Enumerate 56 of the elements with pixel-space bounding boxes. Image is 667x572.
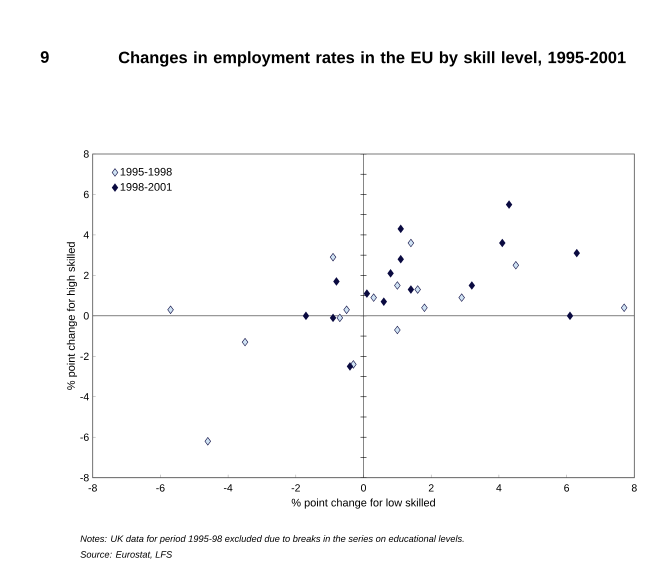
point xyxy=(302,312,310,320)
point xyxy=(394,326,401,334)
point xyxy=(343,306,350,314)
point xyxy=(468,281,475,290)
point xyxy=(408,238,414,248)
point xyxy=(398,224,404,233)
x-tick-label: 2 xyxy=(428,484,434,492)
point xyxy=(346,362,354,371)
point xyxy=(333,277,340,286)
legend-label: 1995-1998 xyxy=(120,168,172,176)
point xyxy=(506,200,512,209)
point xyxy=(387,269,394,278)
x-axis-title: % point change for low skilled xyxy=(292,498,435,509)
x-tick-label: 8 xyxy=(632,484,637,492)
chart-title: Changes in employment rates in the EU by skill level, 1995-2001 xyxy=(118,51,626,67)
point xyxy=(364,289,370,298)
text: 9 xyxy=(40,51,49,63)
point xyxy=(398,255,404,264)
point xyxy=(574,249,580,258)
x-tick-label: 6 xyxy=(564,484,570,492)
point xyxy=(394,281,401,290)
y-tick-label: 0 xyxy=(84,312,89,320)
point xyxy=(458,294,465,302)
y-tick-label: 6 xyxy=(84,190,89,198)
point xyxy=(330,253,336,262)
point xyxy=(621,304,628,312)
y-tick-label: 4 xyxy=(84,231,89,239)
point xyxy=(336,314,343,322)
point xyxy=(242,338,248,346)
point xyxy=(380,298,387,306)
point xyxy=(566,312,574,320)
x-tick-label: -8 xyxy=(88,484,97,492)
point xyxy=(512,261,519,270)
x-tick-label: -4 xyxy=(224,484,232,492)
y-axis-title: % point change for high skilled xyxy=(66,242,78,390)
point xyxy=(204,437,211,446)
point xyxy=(408,285,414,294)
point xyxy=(499,238,506,248)
y-tick-label: -4 xyxy=(80,393,89,400)
point xyxy=(414,285,421,294)
legend-label: 1998-2001 xyxy=(120,183,172,191)
point xyxy=(167,306,174,314)
text: Notes: UK data for period 1995-98 excluded due to breaks in the series on educational levels. xyxy=(80,535,464,544)
point xyxy=(421,304,428,312)
x-tick-label: -2 xyxy=(292,484,300,492)
source-note: Source: Eurostat, LFS xyxy=(80,551,172,559)
x-tick-label: 4 xyxy=(496,484,502,492)
x-tick-label: -6 xyxy=(156,484,165,492)
point xyxy=(370,294,377,302)
y-tick-label: -6 xyxy=(80,434,89,441)
y-tick-label: -2 xyxy=(80,352,89,360)
y-tick-label: 8 xyxy=(84,150,89,158)
y-tick-label: 2 xyxy=(84,272,89,280)
point xyxy=(330,314,336,322)
x-tick-label: 0 xyxy=(361,484,366,492)
y-tick-label: -8 xyxy=(80,474,89,482)
